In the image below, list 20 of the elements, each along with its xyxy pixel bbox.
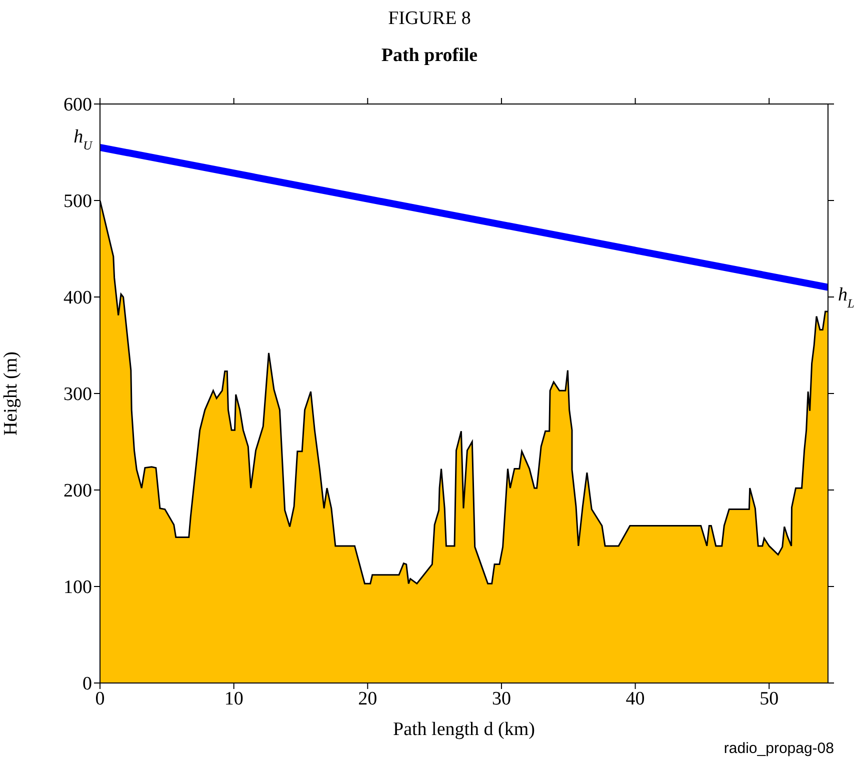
y-tick-label: 0 [82, 674, 92, 695]
y-tick-label: 100 [64, 577, 92, 598]
chart-subtitle: Path profile [380, 45, 479, 67]
y-tick-label: 500 [64, 191, 92, 212]
x-tick-label: 40 [626, 688, 645, 710]
x-tick-label: 20 [358, 688, 378, 710]
y-axis-title: Height (m) [0, 352, 22, 436]
x-axis-title: Path length d (km) [393, 719, 535, 740]
chart-title: FIGURE 8 [387, 8, 472, 30]
x-tick-label: 30 [492, 688, 511, 710]
text: radio_propag-08 [724, 740, 834, 757]
annotation: h$_{U}$ [74, 126, 94, 152]
y-tick-label: 600 [64, 94, 92, 116]
y-tick-label: 400 [64, 288, 92, 309]
y-tick-label: 200 [64, 480, 92, 502]
x-tick-label: 0 [95, 688, 105, 710]
annotation: h$_{L}$ [838, 284, 854, 310]
x-tick-label: 10 [224, 688, 244, 710]
x-tick-label: 50 [760, 688, 779, 710]
y-tick-label: 300 [64, 384, 92, 406]
